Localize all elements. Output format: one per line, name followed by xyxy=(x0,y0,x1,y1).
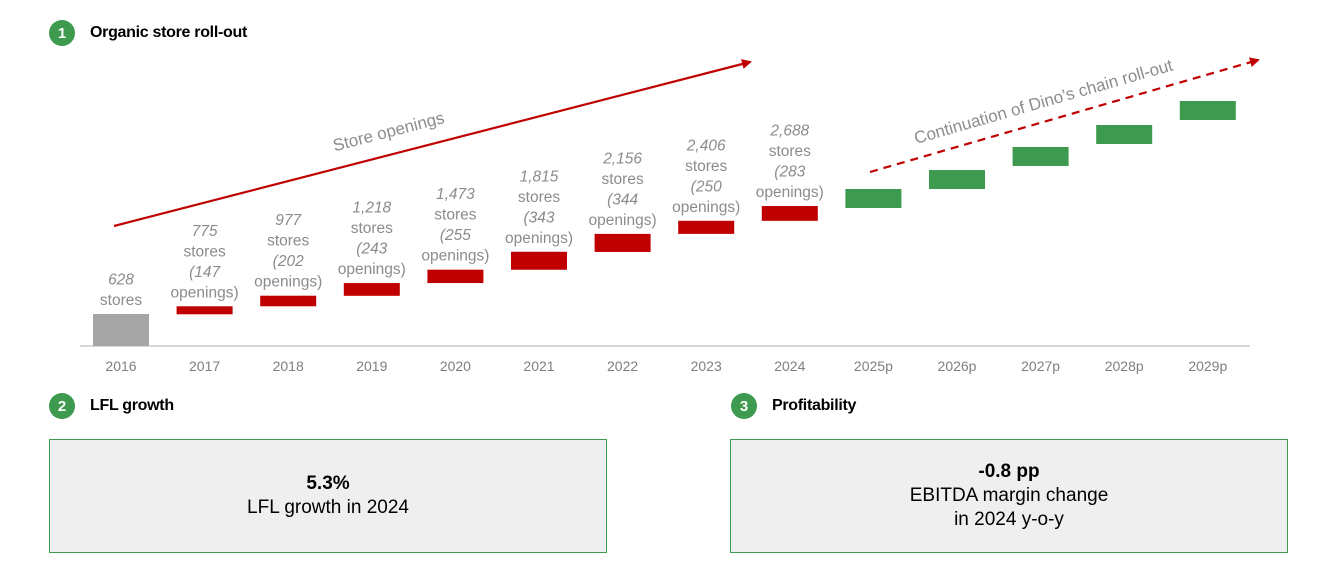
lfl-growth-kpi-box: 5.3% LFL growth in 2024 xyxy=(49,439,607,553)
section-title: LFL growth xyxy=(90,397,174,414)
bar-2017 xyxy=(176,306,233,315)
data-label-line: (147 xyxy=(189,264,221,281)
data-label-line: (250 xyxy=(691,178,722,195)
x-tick-label: 2017 xyxy=(189,358,220,374)
section-number-badge: 2 xyxy=(49,393,75,419)
data-label-line: (243 xyxy=(356,241,387,258)
x-tick-label: 2019 xyxy=(356,358,387,374)
x-tick-label: 2020 xyxy=(440,358,471,374)
x-tick-label: 2028p xyxy=(1105,358,1144,374)
data-label-line: stores xyxy=(351,220,393,237)
data-label-line: stores xyxy=(434,207,476,224)
x-tick-label: 2025p xyxy=(854,358,893,374)
data-label-line: openings) xyxy=(421,248,489,265)
data-label: 1,473 stores (255 openings) xyxy=(421,186,489,265)
bar-2029p xyxy=(1179,101,1236,120)
data-label: 775 stores (147 openings) xyxy=(171,223,239,302)
data-label-line: (255 xyxy=(440,227,471,244)
data-label-line: (283 xyxy=(774,164,805,181)
data-label-line: stores xyxy=(267,233,309,250)
section-title: Profitability xyxy=(772,397,857,414)
bar-2028p xyxy=(1096,125,1153,144)
bar-2016 xyxy=(93,314,149,346)
kpi-description: in 2024 y-o-y xyxy=(954,509,1064,530)
data-label: 1,815 stores (343 openings) xyxy=(505,168,573,247)
data-label: 2,156 stores (344 openings) xyxy=(589,150,657,229)
bar-2020 xyxy=(427,269,484,284)
bar-2022 xyxy=(594,233,651,252)
bar-2027p xyxy=(1012,147,1069,166)
store-count-label: 2,406 xyxy=(686,137,726,154)
x-tick-label: 2021 xyxy=(523,358,554,374)
data-label: 977 stores (202 openings) xyxy=(254,212,322,291)
x-tick-label: 2023 xyxy=(691,358,722,374)
store-count-label: 2,156 xyxy=(602,150,642,167)
data-label-line: openings) xyxy=(756,184,824,201)
data-label-line: openings) xyxy=(505,230,573,247)
bar-2025p xyxy=(845,189,902,208)
store-openings-annotation: Store openings xyxy=(331,108,446,155)
kpi-description: EBITDA margin change xyxy=(909,485,1109,506)
x-tick-label: 2016 xyxy=(105,358,136,374)
data-label: 2,688 stores (283 openings) xyxy=(756,123,824,202)
store-count-label: 628 xyxy=(108,272,134,289)
continuation-arrow xyxy=(869,57,1260,174)
data-label-line: openings) xyxy=(589,212,657,229)
store-count-label: 2,688 xyxy=(769,123,809,140)
data-label-line: openings) xyxy=(672,199,740,216)
data-label-line: stores xyxy=(183,243,225,260)
bar-2026p xyxy=(929,170,985,189)
store-count-label: 1,218 xyxy=(352,200,391,217)
bar-2021 xyxy=(511,251,567,270)
data-label-line: (344 xyxy=(607,191,638,208)
x-tick-label: 2024 xyxy=(774,358,805,374)
data-label-line: stores xyxy=(601,171,643,188)
data-label: 628 stores xyxy=(100,272,142,310)
data-label-line: stores xyxy=(769,143,811,160)
section-1-header: 1 Organic store roll-out xyxy=(49,20,247,46)
section-title: Organic store roll-out xyxy=(90,24,247,41)
profitability-kpi-box: -0.8 pp EBITDA margin change in 2024 y-o… xyxy=(730,439,1288,553)
x-tick-label: 2029p xyxy=(1188,358,1227,374)
data-label-line: (343 xyxy=(523,209,554,226)
kpi-value: -0.8 pp xyxy=(978,461,1040,482)
section-number-badge: 1 xyxy=(49,20,75,46)
store-count-label: 1,473 xyxy=(436,186,475,203)
data-label-line: stores xyxy=(685,158,727,175)
data-label-line: stores xyxy=(100,292,142,309)
bar-2024 xyxy=(761,206,818,221)
kpi-value: 5.3% xyxy=(306,473,350,494)
data-label: 1,218 stores (243 openings) xyxy=(338,200,406,279)
bar-2019 xyxy=(343,283,400,296)
data-label-line: (202 xyxy=(273,253,304,270)
data-label-line: openings) xyxy=(254,274,322,291)
store-openings-arrow xyxy=(113,59,752,228)
data-label-line: stores xyxy=(518,189,560,206)
bar-2023 xyxy=(678,220,735,234)
store-rollout-chart: 628 stores 775 stores (147 openings) 977 stores… xyxy=(80,56,1260,374)
data-label: 2,406 stores (250 openings) xyxy=(672,137,740,216)
store-count-label: 977 xyxy=(275,212,302,229)
section-2-header: 2 LFL growth xyxy=(49,393,174,419)
section-number-badge: 3 xyxy=(731,393,757,419)
section-3-header: 3 Profitability xyxy=(731,393,856,419)
x-tick-label: 2018 xyxy=(273,358,304,374)
data-label-line: openings) xyxy=(171,284,239,301)
x-tick-label: 2027p xyxy=(1021,358,1060,374)
bar-2018 xyxy=(260,295,317,307)
kpi-description: LFL growth in 2024 xyxy=(247,497,409,518)
store-count-label: 775 xyxy=(192,223,218,240)
x-tick-label: 2022 xyxy=(607,358,638,374)
x-tick-label: 2026p xyxy=(938,358,977,374)
data-label-line: openings) xyxy=(338,261,406,278)
store-count-label: 1,815 xyxy=(520,168,559,185)
